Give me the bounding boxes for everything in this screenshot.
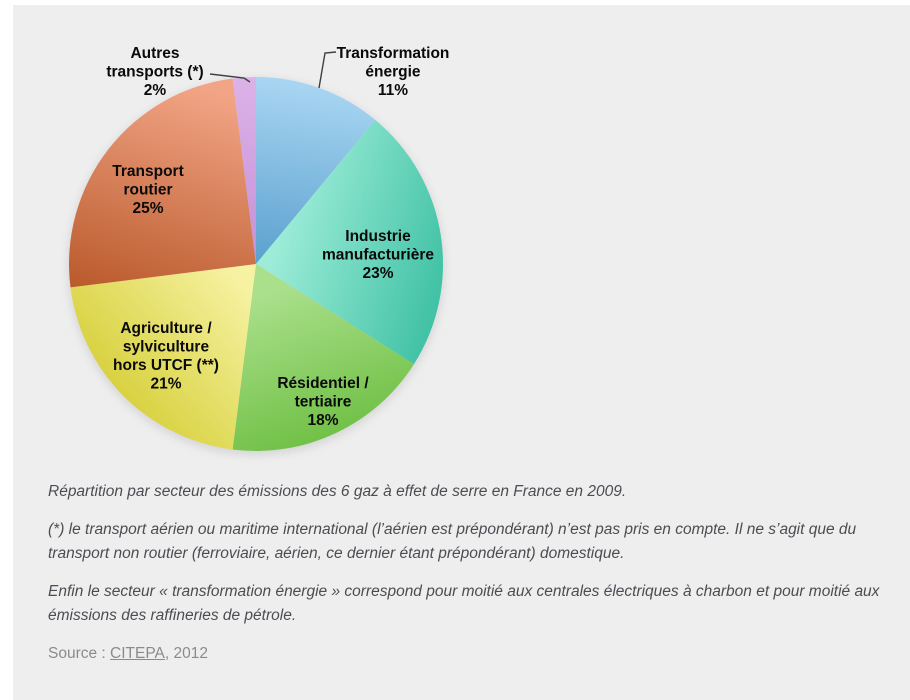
slice-label-autres-transports-line-2: 2%: [144, 82, 167, 99]
slice-label-agriculture-sylviculture-line-3: 21%: [150, 376, 181, 393]
caption-footnote-energie: Enfin le secteur « transformation énergi…: [48, 583, 880, 624]
slice-label-residentiel-tertiaire-line-1: tertiaire: [295, 394, 352, 411]
leader-line-autres-transports: [209, 73, 251, 83]
caption-footnote-transport: (*) le transport aérien ou maritime inte…: [48, 521, 857, 562]
slice-label-agriculture-sylviculture-line-2: hors UTCF (**): [113, 357, 219, 374]
slice-label-transport-routier-line-0: Transport: [112, 163, 183, 180]
slice-label-autres-transports-line-0: Autres: [130, 45, 179, 62]
source-prefix: Source :: [48, 645, 111, 662]
slice-label-transport-routier-line-2: 25%: [132, 200, 163, 217]
slice-label-transformation-energie-line-2: 11%: [378, 82, 408, 99]
caption-title: Répartition par secteur des émissions de…: [48, 483, 627, 500]
slice-label-industrie-manufacturiere-line-2: 23%: [362, 265, 393, 282]
pie-slices-group: [69, 77, 444, 451]
slice-label-transport-routier-line-1: routier: [123, 182, 172, 199]
slice-label-agriculture-sylviculture-line-0: Agriculture /: [120, 320, 212, 337]
slice-label-autres-transports-line-1: transports (*): [106, 64, 203, 81]
pie-slice-industrie-manufacturiere: [256, 119, 444, 365]
leader-line-transformation-energie: [318, 51, 337, 89]
pie-slice-residentiel-tertiaire: [232, 264, 414, 451]
slice-label-agriculture-sylviculture-line-1: sylviculture: [123, 339, 210, 356]
figure-captions: Répartition par secteur des émissions de…: [48, 480, 893, 680]
source-link-citepa[interactable]: CITEPA: [110, 645, 165, 662]
source-line: Source : CITEPA, 2012: [48, 642, 893, 666]
slice-label-residentiel-tertiaire-line-0: Résidentiel /: [277, 375, 369, 392]
slice-label-industrie-manufacturiere-line-1: manufacturière: [322, 247, 434, 264]
slice-label-transformation-energie-line-0: Transformation: [337, 45, 450, 62]
slice-label-transformation-energie-line-1: énergie: [365, 64, 421, 81]
pie-slice-autres-transports: [232, 77, 256, 264]
pie-slice-transformation-energie: [256, 77, 376, 264]
pie-slice-agriculture-sylviculture: [70, 264, 256, 450]
slice-label-residentiel-tertiaire-line-2: 18%: [307, 412, 338, 429]
source-suffix: , 2012: [164, 645, 208, 662]
slice-label-industrie-manufacturiere-line-0: Industrie: [345, 228, 411, 245]
pie-slice-transport-routier: [69, 78, 256, 288]
